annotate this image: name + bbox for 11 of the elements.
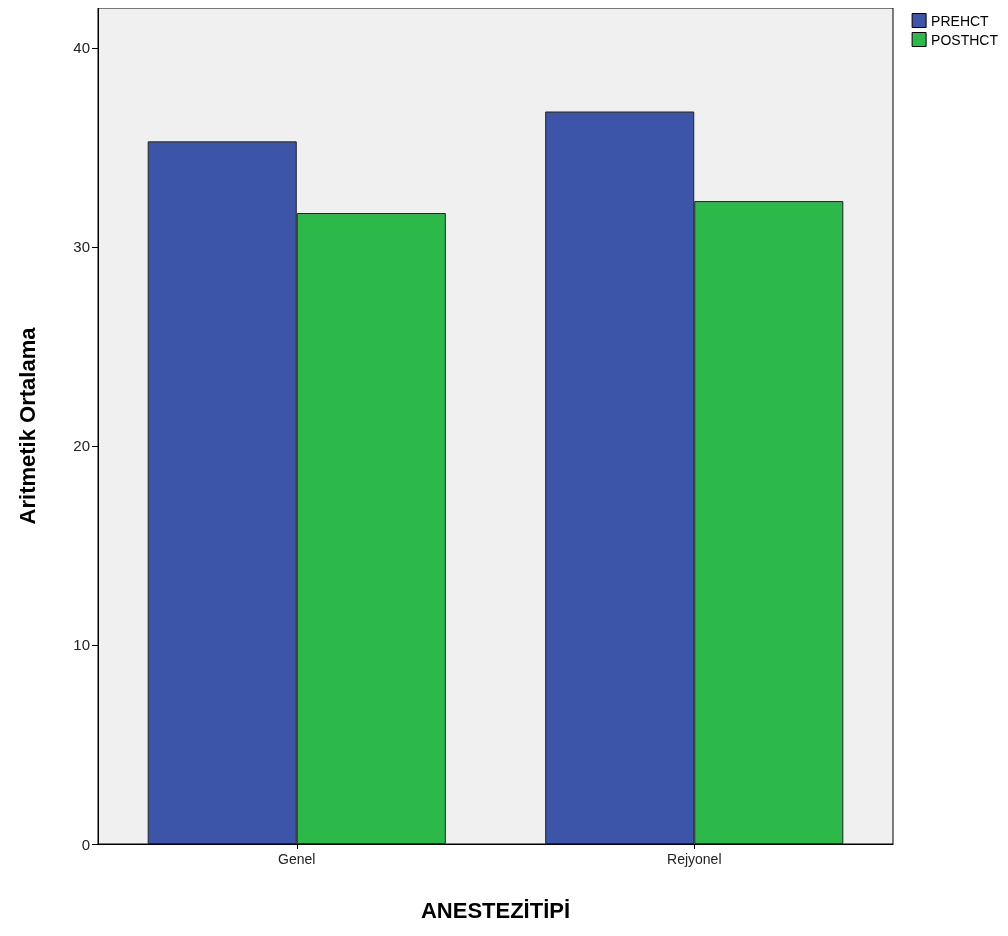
y-tick-label: 20 xyxy=(73,437,90,455)
x-tick-label: Genel xyxy=(278,851,316,867)
y-tick-label: 40 xyxy=(73,39,90,57)
y-axis-title: Aritmetik Ortalama xyxy=(14,326,40,525)
legend-label: PREHCT xyxy=(931,12,990,29)
y-tick-label: 10 xyxy=(73,636,90,654)
legend-label: POSTHCT xyxy=(931,31,999,48)
y-tick-label: 30 xyxy=(73,238,90,256)
y-tick-label: 0 xyxy=(81,835,90,853)
x-axis-title: ANESTEZİTİPİ xyxy=(420,897,571,923)
x-tick-label: Rejyonel xyxy=(667,851,722,867)
